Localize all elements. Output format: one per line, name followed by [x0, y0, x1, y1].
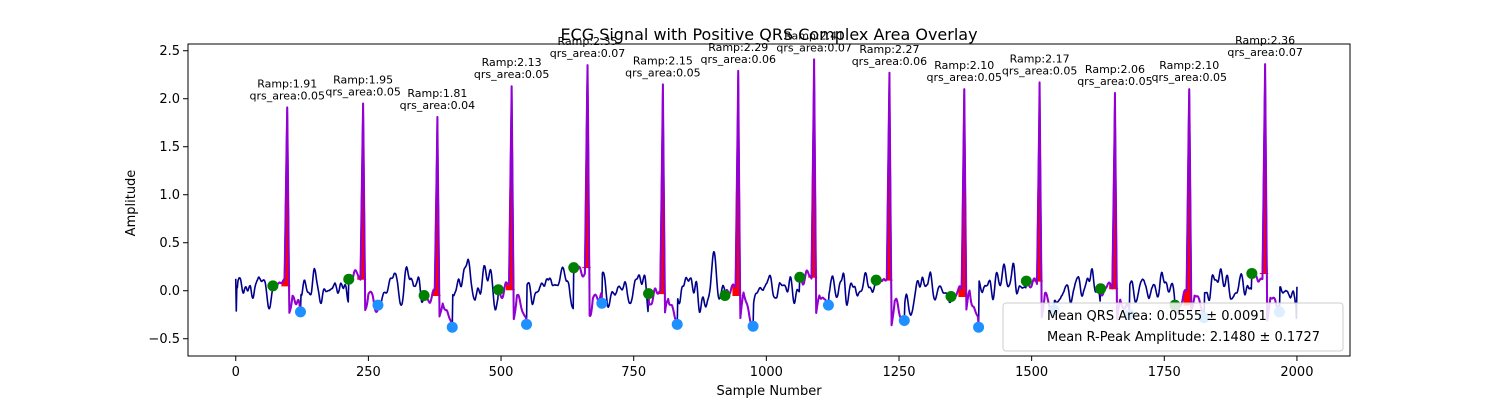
- x-tick-label: 1750: [1148, 365, 1181, 380]
- r-amplitude-label: Ramp:2.27: [859, 43, 919, 56]
- s-point-marker: [294, 306, 306, 318]
- q-point-marker: [492, 284, 504, 296]
- y-tick-label: 0.0: [159, 284, 180, 299]
- x-tick-label: 1000: [750, 365, 783, 380]
- peak-annotations: Ramp:1.91qrs_area:0.05Ramp:1.95qrs_area:…: [249, 29, 1302, 112]
- qrs-area-label: qrs_area:0.07: [550, 47, 625, 60]
- plot-frame: [187, 43, 1351, 357]
- legend-entry-mean-r-peak-amplitude: Mean R-Peak Amplitude: 2.1480 ± 0.1727: [1047, 330, 1320, 345]
- qrs-area-label: qrs_area:0.05: [927, 71, 1002, 84]
- q-point-marker: [1246, 267, 1258, 279]
- y-tick-label: 2.5: [159, 44, 180, 59]
- r-amplitude-label: Ramp:1.81: [407, 87, 467, 100]
- qrs-area-label: qrs_area:0.05: [1002, 64, 1077, 77]
- r-amplitude-label: Ramp:2.13: [482, 56, 542, 69]
- x-tick-label: 500: [489, 365, 514, 380]
- s-point-marker: [372, 299, 384, 311]
- r-amplitude-label: Ramp:2.41: [784, 29, 844, 42]
- s-point-marker: [596, 297, 608, 309]
- r-amplitude-label: Ramp:2.10: [1159, 59, 1219, 72]
- qrs-area-label: qrs_area:0.05: [474, 68, 549, 81]
- y-tick-label: 2.0: [159, 92, 180, 107]
- x-tick-label: 1500: [1015, 365, 1048, 380]
- q-point-marker: [794, 271, 806, 283]
- legend-entry-mean-qrs-area: Mean QRS Area: 0.0555 ± 0.0091: [1047, 309, 1267, 324]
- s-point-marker: [671, 318, 683, 330]
- r-amplitude-label: Ramp:2.06: [1085, 63, 1145, 76]
- qrs-segment-line: [347, 102, 379, 313]
- r-amplitude-label: Ramp:2.35: [558, 35, 618, 48]
- qrs-area-label: qrs_area:0.05: [1077, 75, 1152, 88]
- y-tick-label: 1.0: [159, 188, 180, 203]
- q-point-marker: [870, 274, 882, 286]
- s-point-marker: [521, 318, 533, 330]
- qrs-area-label: qrs_area:0.05: [249, 89, 324, 102]
- r-amplitude-label: Ramp:2.36: [1235, 34, 1295, 47]
- r-amplitude-label: Ramp:1.91: [257, 77, 317, 90]
- r-amplitude-label: Ramp:1.95: [333, 74, 393, 87]
- q-point-marker: [418, 290, 430, 302]
- r-amplitude-label: Ramp:2.10: [934, 59, 994, 72]
- qrs-area-label: qrs_area:0.07: [1227, 46, 1302, 59]
- q-point-marker: [643, 288, 655, 300]
- x-axis-title: Sample Number: [716, 384, 822, 399]
- r-amplitude-label: Ramp:2.15: [633, 54, 693, 67]
- qrs-area-label: qrs_area:0.06: [852, 55, 927, 68]
- s-point-marker: [822, 299, 834, 311]
- qrs-area-label: qrs_area:0.07: [776, 41, 851, 54]
- x-tick-label: 250: [356, 365, 381, 380]
- x-tick-label: 750: [621, 365, 646, 380]
- qrs-segment-line: [799, 58, 830, 315]
- chart-title: ECG Signal with Positive QRS Complex Are…: [560, 25, 977, 44]
- plot-layer: [234, 58, 1298, 333]
- legend: Mean QRS Area: 0.0555 ± 0.0091 Mean R-Pe…: [1002, 302, 1344, 352]
- legend-box: [1002, 302, 1344, 352]
- x-axis: 0 250 500 750 1000 1250 1500 1750 2000: [232, 356, 1313, 380]
- x-tick-label: 1250: [882, 365, 915, 380]
- x-tick-label: 2000: [1280, 365, 1313, 380]
- qrs-area-label: qrs_area:0.05: [625, 66, 700, 79]
- s-point-marker: [446, 321, 458, 333]
- qrs-segment-line: [423, 115, 454, 328]
- x-tick-label: 0: [232, 365, 240, 380]
- y-tick-label: 1.5: [159, 140, 180, 155]
- y-axis: −0.5 0.0 0.5 1.0 1.5 2.0 2.5: [148, 44, 188, 347]
- r-amplitude-label: Ramp:2.29: [708, 41, 768, 54]
- s-point-marker: [747, 320, 759, 332]
- qrs-area-label: qrs_area:0.06: [700, 53, 775, 66]
- q-point-marker: [1095, 283, 1107, 295]
- y-axis-title: Amplitude: [124, 170, 139, 237]
- y-tick-label: 0.5: [159, 236, 180, 251]
- r-amplitude-label: Ramp:2.17: [1010, 52, 1070, 65]
- s-point-marker: [973, 321, 985, 333]
- q-point-marker: [1020, 275, 1032, 287]
- q-point-marker: [719, 290, 731, 302]
- s-point-marker: [898, 314, 910, 326]
- q-point-marker: [945, 290, 957, 302]
- qrs-area-label: qrs_area:0.05: [1151, 71, 1226, 84]
- y-tick-label: −0.5: [148, 332, 180, 347]
- q-point-marker: [568, 262, 580, 274]
- qrs-segment-line: [497, 85, 528, 325]
- qrs-area-label: qrs_area:0.04: [400, 99, 475, 112]
- q-point-marker: [343, 273, 355, 285]
- q-point-marker: [267, 280, 279, 292]
- qrs-area-label: qrs_area:0.05: [325, 86, 400, 99]
